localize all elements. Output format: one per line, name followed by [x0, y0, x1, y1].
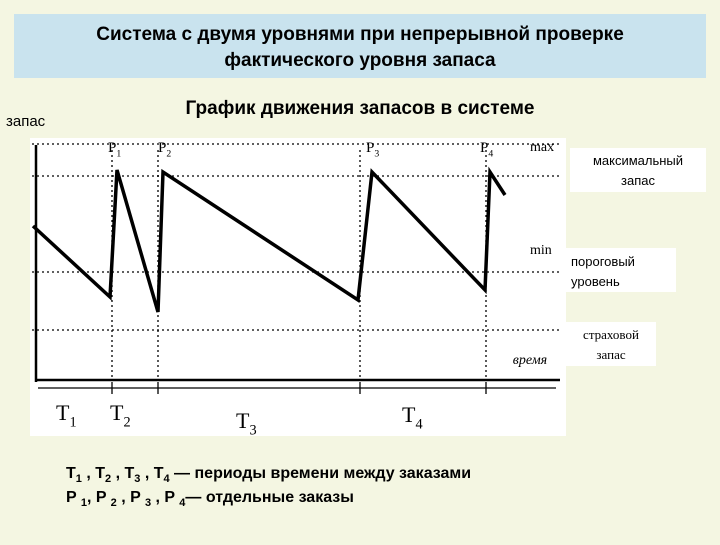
order-label: P2 — [158, 140, 171, 160]
legend-subscript: 3 — [134, 473, 140, 485]
label-subscript: 2 — [123, 415, 130, 431]
legend-text: P — [66, 489, 81, 506]
y-axis-label: запас — [6, 113, 46, 130]
legend-text: , T — [140, 465, 163, 482]
order-label: P3 — [366, 140, 379, 160]
guides — [32, 143, 560, 380]
legend-subscript: 2 — [111, 497, 117, 509]
legend-text: — периоды времени между заказами — [170, 465, 471, 482]
label-letter: T — [236, 408, 250, 433]
label-letter: P — [158, 140, 166, 156]
label-letter: T — [56, 400, 70, 425]
callout-text: уровень — [571, 274, 620, 289]
time-label: время — [513, 353, 547, 368]
title-line: Система с двумя уровнями при непрерывной… — [96, 24, 624, 45]
legend-subscript: 4 — [179, 497, 186, 509]
max-label: max — [530, 140, 554, 155]
legend-text: , T — [82, 465, 105, 482]
legend-subscript: 1 — [76, 473, 82, 485]
legend-text: — отдельные заказы — [185, 489, 354, 506]
callout-box — [570, 148, 706, 192]
label-subscript: 3 — [374, 149, 379, 160]
legend-subscript: 3 — [145, 497, 151, 509]
period-label: T1 — [56, 400, 77, 431]
callout-text: пороговый — [571, 254, 635, 269]
label-subscript: 1 — [116, 149, 121, 160]
legend-line: T1 , T2 , T3 , T4 — периоды времени межд… — [66, 465, 471, 485]
title-line: фактического уровня запаса — [224, 50, 496, 71]
label-letter: P — [480, 140, 488, 156]
period-label: T3 — [236, 408, 257, 439]
period-label: T2 — [110, 400, 131, 431]
legend-text: , T — [111, 465, 134, 482]
callout-box — [566, 322, 656, 366]
order-label: P4 — [480, 140, 493, 160]
label-letter: T — [402, 402, 416, 427]
legend-line: P 1, P 2 , P 3 , P 4— отдельные заказы — [66, 489, 354, 509]
diagram-title: График движения запасов в системе — [186, 98, 535, 119]
axes — [34, 145, 560, 382]
label-subscript: 4 — [415, 417, 422, 433]
legend-text: T — [66, 465, 76, 482]
order-labels: P1 P2 P3 P4 — [108, 140, 493, 160]
callout-text: максимальный — [593, 153, 683, 168]
label-letter: P — [366, 140, 374, 156]
label-subscript: 3 — [249, 423, 256, 439]
order-label: P1 — [108, 140, 121, 160]
legend-subscript: 1 — [81, 497, 87, 509]
label-letter: T — [110, 400, 124, 425]
legend-text: , P — [151, 489, 179, 506]
min-label: min — [530, 243, 552, 258]
callout-text: запас — [621, 173, 655, 188]
legend-text: , P — [117, 489, 145, 506]
callout-text: запас — [596, 347, 625, 362]
period-label: T4 — [402, 402, 423, 433]
stock-line — [31, 166, 507, 313]
legend-text: , P — [87, 489, 111, 506]
label-letter: P — [108, 140, 116, 156]
plot-area — [30, 138, 566, 436]
label-subscript: 1 — [69, 415, 76, 431]
legend-subscript: 4 — [163, 473, 170, 485]
title-box — [14, 14, 706, 78]
period-arrows — [38, 382, 556, 394]
callout-text: страховой — [583, 327, 639, 342]
legend-subscript: 2 — [105, 473, 111, 485]
label-subscript: 2 — [166, 149, 171, 160]
label-subscript: 4 — [488, 149, 493, 160]
callout-box — [566, 248, 676, 292]
